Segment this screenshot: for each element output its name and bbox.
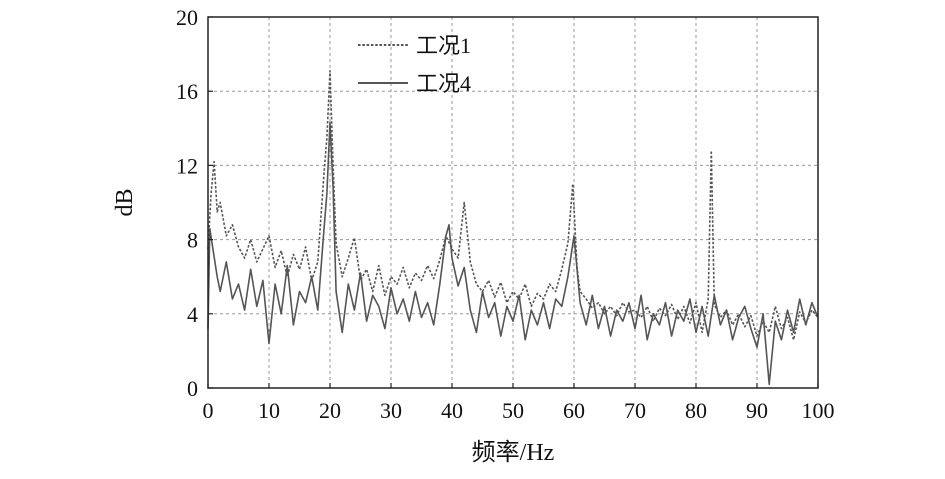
tick-layer: 0 10 20 30 40 50 60 70 80 90 100 0 4 8 12 16 20 [176,5,835,423]
legend: 工况1 工况4 [358,33,471,96]
series-line-1 [207,70,819,341]
y-tick-label: 20 [176,5,198,30]
legend-label-series-4: 工况4 [416,71,471,96]
x-tick-label: 70 [624,398,646,423]
x-tick-label: 0 [203,398,214,423]
x-tick-label: 20 [319,398,341,423]
y-tick-label: 4 [187,302,198,327]
x-tick-label: 90 [746,398,768,423]
y-tick-label: 0 [187,376,198,401]
y-tick-label: 16 [176,79,198,104]
y-tick-label: 12 [176,153,198,178]
x-tick-label: 100 [802,398,835,423]
y-axis-title: dB [112,188,138,216]
x-tick-label: 10 [258,398,280,423]
x-tick-label: 60 [563,398,585,423]
x-tick-label: 80 [685,398,707,423]
grid-layer [208,17,818,388]
x-axis-title: 频率/Hz [472,439,555,466]
series-line-4 [207,121,819,386]
x-tick-label: 50 [502,398,524,423]
x-tick-label: 30 [380,398,402,423]
series-layer [207,70,819,386]
y-tick-label: 8 [187,228,198,253]
legend-label-series-1: 工况1 [416,33,471,58]
x-tick-label: 40 [441,398,463,423]
